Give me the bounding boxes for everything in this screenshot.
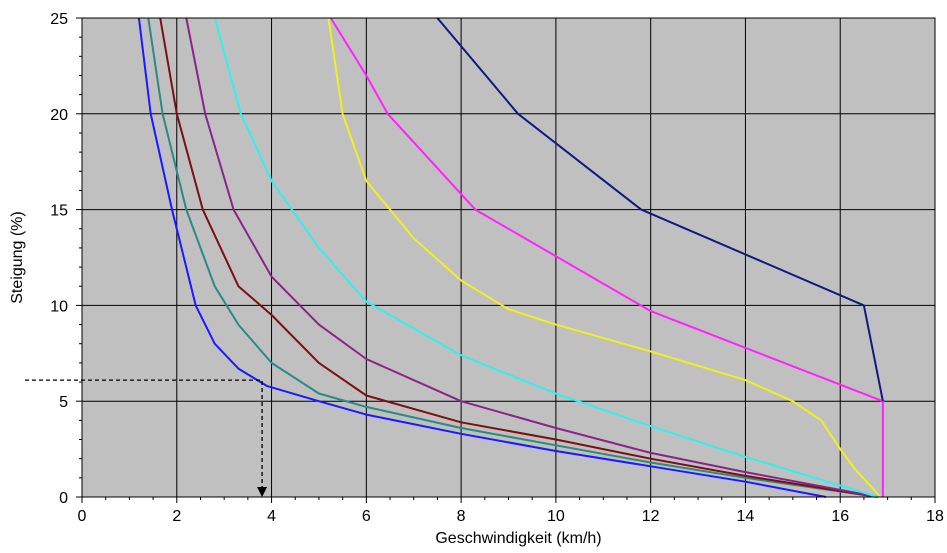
- annotation-layer: [25, 379, 268, 497]
- series-layer: [137, 17, 884, 498]
- annotation-dashed-line: [25, 379, 263, 489]
- annotation-arrowhead: [257, 487, 268, 497]
- y-tick-label: 5: [59, 394, 68, 411]
- x-tick-label: 8: [457, 508, 466, 525]
- y-axis-title: Steigung (%): [9, 211, 26, 304]
- series-line-8: [436, 17, 884, 402]
- y-tick-label: 20: [50, 107, 68, 124]
- series-line-2: [147, 17, 879, 498]
- plot-area: [82, 18, 935, 497]
- series-line-1: [137, 17, 827, 498]
- x-tick-label: 0: [78, 508, 87, 525]
- series-line-4: [185, 17, 879, 498]
- series-line-5: [213, 17, 879, 498]
- x-tick-label: 18: [926, 508, 944, 525]
- x-tick-label: 4: [267, 508, 276, 525]
- x-tick-label: 12: [642, 508, 660, 525]
- x-tick-label: 16: [831, 508, 849, 525]
- series-line-3: [159, 17, 879, 498]
- y-tick-label: 0: [59, 490, 68, 507]
- series-line-6: [327, 17, 882, 498]
- x-axis-title: Geschwindigkeit (km/h): [435, 530, 601, 547]
- y-tick-label: 25: [50, 11, 68, 28]
- axes: 0 2 4 6 8 10 12 14 16 18 0 5 10 15 20 25: [50, 11, 944, 525]
- x-tick-label: 14: [737, 508, 755, 525]
- y-tick-label: 15: [50, 203, 68, 220]
- x-tick-label: 6: [362, 508, 371, 525]
- x-tick-label: 10: [547, 508, 565, 525]
- y-tick-label: 10: [50, 298, 68, 315]
- x-tick-label: 2: [172, 508, 181, 525]
